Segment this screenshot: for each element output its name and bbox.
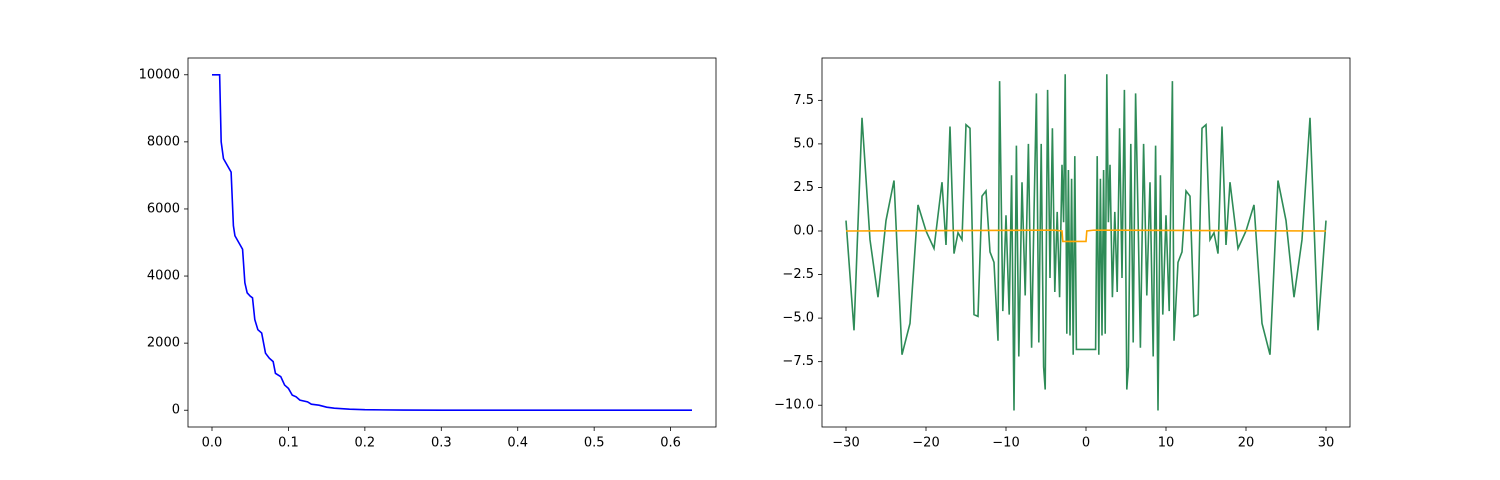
x-tick-label: 0.2	[355, 436, 376, 451]
x-tick-label: 0.0	[202, 436, 223, 451]
axes-frame	[821, 57, 1351, 428]
y-tick-label: 8000	[147, 134, 180, 149]
x-tick-label: 10	[1158, 436, 1175, 451]
data-line	[845, 74, 1327, 411]
x-tick-label: 0	[1082, 436, 1090, 451]
x-tick-label: 0.1	[278, 436, 299, 451]
x-tick-label: 0.5	[584, 436, 605, 451]
y-tick-label: 7.5	[793, 93, 814, 108]
x-tick-label: 30	[1318, 436, 1335, 451]
y-tick-label: 0.0	[793, 224, 814, 239]
x-tick-label: 20	[1238, 436, 1255, 451]
y-tick-label: 2.5	[793, 180, 814, 195]
y-tick-label: −2.5	[782, 267, 814, 282]
y-tick-label: 6000	[147, 201, 180, 216]
x-tick-label: 0.6	[660, 436, 681, 451]
y-tick-label: 0	[172, 403, 180, 418]
y-tick-label: −5.0	[782, 311, 814, 326]
y-tick-label: 4000	[147, 269, 180, 284]
y-tick-label: 10000	[139, 67, 180, 82]
x-tick-label: 0.4	[507, 436, 528, 451]
y-tick-label: −7.5	[782, 354, 814, 369]
x-tick-label: −10	[992, 436, 1019, 451]
y-tick-label: 2000	[147, 336, 180, 351]
y-tick-label: −10.0	[774, 398, 814, 413]
data-line	[212, 73, 692, 412]
y-tick-label: 5.0	[793, 136, 814, 151]
x-tick-label: −30	[832, 436, 859, 451]
x-tick-label: 0.3	[431, 436, 452, 451]
x-tick-label: −20	[912, 436, 939, 451]
axes-frame	[187, 57, 717, 428]
data-line	[845, 229, 1327, 243]
